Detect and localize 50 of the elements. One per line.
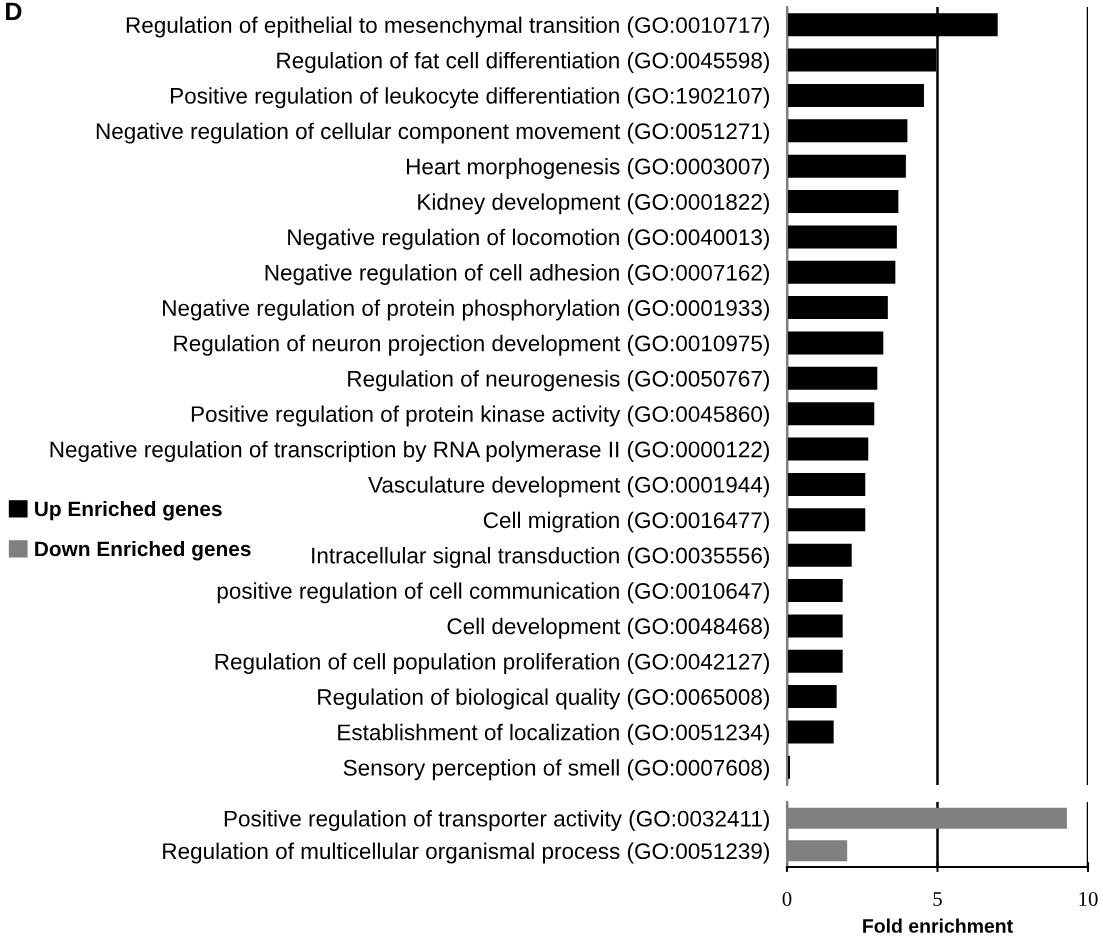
y-tick-label: Negative regulation of cell adhesion (GO:0007162) xyxy=(265,264,769,286)
x-tick-label: 0 xyxy=(782,891,792,906)
y-tick-label: Kidney development (GO:0001822) xyxy=(418,193,769,215)
bar xyxy=(786,649,843,673)
y-tick-label: Regulation of fat cell differentiation (GO:0045598) xyxy=(277,51,769,73)
y-tick-label: Cell migration (GO:0016477) xyxy=(483,511,769,533)
bar xyxy=(786,366,878,390)
bar xyxy=(786,508,866,532)
y-tick-label: Negative regulation of locomotion (GO:0040013) xyxy=(288,228,769,250)
text: D xyxy=(6,2,22,20)
y-tick-label: Vasculature development (GO:0001944) xyxy=(368,476,769,498)
bar xyxy=(786,579,843,603)
y-tick-label: Intracellular signal transduction (GO:0035556) xyxy=(312,547,769,568)
bar xyxy=(786,154,906,178)
y-tick-label: Negative regulation of transcription by RNA polymerase II (GO:0000122) xyxy=(50,440,769,462)
y-tick-label: Establishment of localization (GO:0051234) xyxy=(338,723,769,745)
y-tick-label: Regulation of cell population proliferation (GO:0042127) xyxy=(215,653,769,675)
y-tick-label: Positive regulation of transporter activity (GO:0032411) xyxy=(224,810,769,832)
bar xyxy=(786,190,899,214)
y-tick-label: Regulation of multicellular organismal process (GO:0051239) xyxy=(163,842,769,864)
x-axis-title: Fold enrichment xyxy=(863,918,1013,933)
x-tick-label: 10 xyxy=(1079,891,1098,906)
y-tick-label: Regulation of biological quality (GO:0065008) xyxy=(318,688,769,710)
y-tick-label: Positive regulation of protein kinase activity (GO:0045860) xyxy=(191,405,769,427)
y-tick-label: Negative regulation of cellular component movement (GO:0051271) xyxy=(96,122,769,144)
bar xyxy=(786,685,837,709)
y-tick-label: Positive regulation of leukocyte differentiation (GO:1902107) xyxy=(171,87,769,109)
bar xyxy=(786,543,852,567)
bar xyxy=(786,119,908,143)
bar xyxy=(786,472,866,496)
x-tick-label: 5 xyxy=(933,892,942,906)
y-tick-label: positive regulation of cell communication (GO:0010647) xyxy=(217,582,769,604)
bar xyxy=(786,720,834,744)
bar xyxy=(786,437,869,461)
bar xyxy=(786,296,888,320)
bar xyxy=(786,614,843,638)
legend-label: Down Enriched genes xyxy=(35,540,251,561)
legend-label: Up Enriched genes xyxy=(35,500,222,521)
y-tick-label: Negative regulation of protein phosphorylation (GO:0001933) xyxy=(163,299,769,321)
y-tick-label: Regulation of neuron projection development (GO:0010975) xyxy=(174,334,769,356)
bar xyxy=(786,83,924,107)
y-tick-label: Regulation of neurogenesis (GO:0050767) xyxy=(348,370,769,392)
y-tick-label: Sensory perception of smell (GO:0007608) xyxy=(343,759,769,781)
bar xyxy=(786,225,897,249)
bar xyxy=(786,260,896,284)
y-tick-label: Heart morphogenesis (GO:0003007) xyxy=(407,158,769,179)
bar xyxy=(786,402,875,426)
y-tick-label: Regulation of epithelial to mesenchymal transition (GO:0010717) xyxy=(126,16,769,38)
bar xyxy=(786,331,884,355)
y-tick-label: Cell development (GO:0048468) xyxy=(447,617,769,639)
